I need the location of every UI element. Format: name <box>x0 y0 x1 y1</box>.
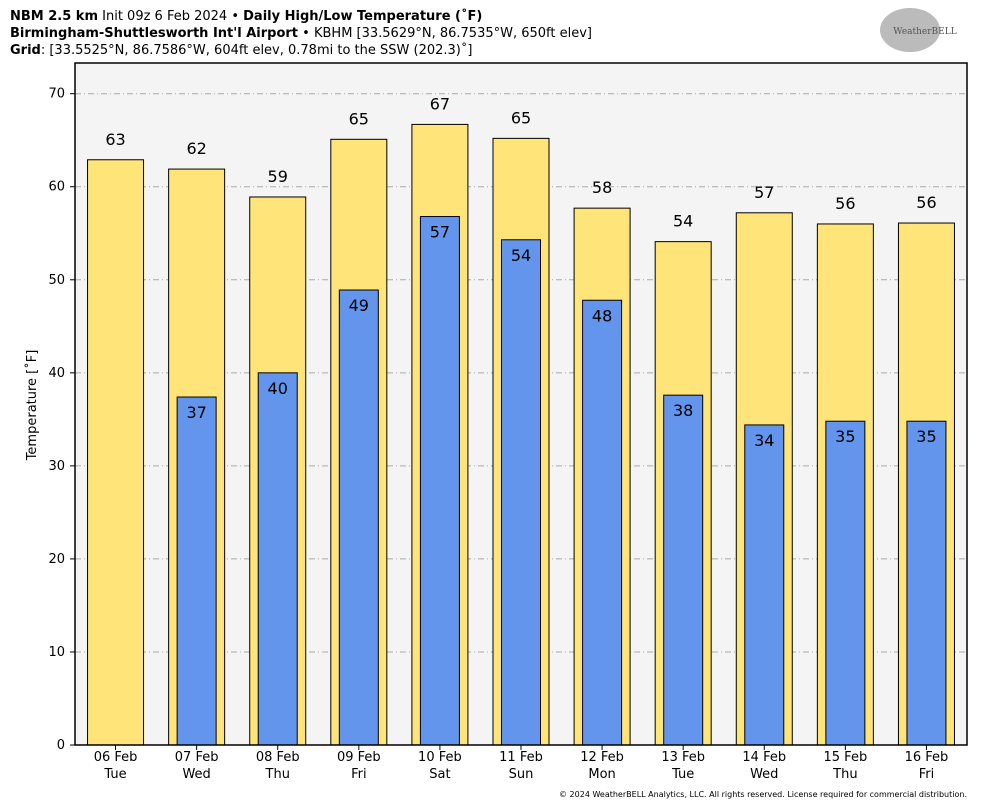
y-tick-label: 20 <box>48 552 65 567</box>
y-tick-label: 0 <box>57 738 65 753</box>
data-label: 40 <box>268 379 288 398</box>
x-tick-label: 09 Feb <box>337 750 381 765</box>
grid-info: : [33.5525°N, 86.7586°W, 604ft elev, 0.7… <box>41 42 473 58</box>
x-tick-label: Tue <box>103 767 126 782</box>
station: Birmingham-Shuttlesworth Int'l Airport <box>10 26 298 41</box>
product: Daily High/Low Temperature (˚F) <box>243 8 482 24</box>
data-label: 54 <box>673 212 693 231</box>
x-tick-label: 08 Feb <box>256 750 300 765</box>
y-tick-label: 30 <box>48 459 65 474</box>
data-label: 54 <box>511 246 531 265</box>
data-label: 49 <box>349 296 369 315</box>
x-tick-label: Thu <box>832 767 857 782</box>
bar <box>257 372 298 746</box>
y-tick-label: 60 <box>48 180 65 195</box>
model: NBM 2.5 km <box>10 9 98 24</box>
data-label: 35 <box>835 427 855 446</box>
data-label: 34 <box>754 431 774 450</box>
x-tick-label: Tue <box>671 767 694 782</box>
x-tick-label: 16 Feb <box>905 750 949 765</box>
plot-border <box>74 62 968 746</box>
x-tick-label: 06 Feb <box>94 750 138 765</box>
x-tick-label: Thu <box>265 767 290 782</box>
data-label: 65 <box>511 108 531 127</box>
data-label: 63 <box>105 130 125 149</box>
bar <box>825 420 866 746</box>
data-label: 56 <box>916 193 936 212</box>
data-label: 35 <box>916 427 936 446</box>
header-line: NBM 2.5 km Init 09z 6 Feb 2024 • Daily H… <box>10 8 482 24</box>
bar <box>338 289 379 746</box>
header-line: Grid: [33.5525°N, 86.7586°W, 604ft elev,… <box>10 42 472 58</box>
x-tick-label: 07 Feb <box>175 750 219 765</box>
data-label: 57 <box>754 183 774 202</box>
station-info: KBHM [33.5629°N, 86.7535°W, 650ft elev] <box>314 26 592 41</box>
bar <box>176 396 217 746</box>
data-label: 48 <box>592 306 612 325</box>
data-label: 37 <box>186 403 206 422</box>
bar <box>663 394 704 746</box>
y-tick-label: 10 <box>48 645 65 660</box>
bar <box>906 420 947 746</box>
footer: © 2024 WeatherBELL Analytics, LLC. All r… <box>559 790 967 799</box>
init: Init 09z 6 Feb 2024 <box>102 9 227 24</box>
logo-icon <box>880 8 940 52</box>
data-label: 38 <box>673 401 693 420</box>
y-axis-label: Temperature [˚F] <box>24 350 40 462</box>
x-tick-label: 11 Feb <box>499 750 543 765</box>
x-tick-label: 13 Feb <box>661 750 705 765</box>
y-tick-label: 40 <box>48 366 65 381</box>
x-tick-label: Wed <box>750 767 778 782</box>
data-label: 65 <box>349 109 369 128</box>
data-label: 56 <box>835 194 855 213</box>
x-tick-label: Fri <box>919 767 935 782</box>
data-label: 57 <box>430 223 450 242</box>
x-tick-label: Fri <box>351 767 367 782</box>
bar <box>744 424 785 746</box>
grid-label: Grid <box>10 43 41 58</box>
bar <box>501 239 541 746</box>
header-line: Birmingham-Shuttlesworth Int'l Airport •… <box>10 26 592 41</box>
x-tick-label: 14 Feb <box>742 750 786 765</box>
data-label: 59 <box>268 167 288 186</box>
bar <box>87 159 145 746</box>
x-tick-label: 15 Feb <box>824 750 868 765</box>
x-tick-label: 10 Feb <box>418 750 462 765</box>
x-tick-label: Sun <box>509 767 534 782</box>
y-tick-label: 70 <box>48 87 65 102</box>
x-tick-label: Wed <box>182 767 210 782</box>
bar <box>582 299 623 746</box>
bar <box>419 216 460 746</box>
data-label: 58 <box>592 178 612 197</box>
x-tick-label: Sat <box>429 767 450 782</box>
x-tick-label: Mon <box>588 767 615 782</box>
data-label: 62 <box>186 139 206 158</box>
data-label: 67 <box>430 94 450 113</box>
x-tick-label: 12 Feb <box>580 750 624 765</box>
logo: WeatherBELL <box>893 27 956 37</box>
y-tick-label: 50 <box>48 273 65 288</box>
